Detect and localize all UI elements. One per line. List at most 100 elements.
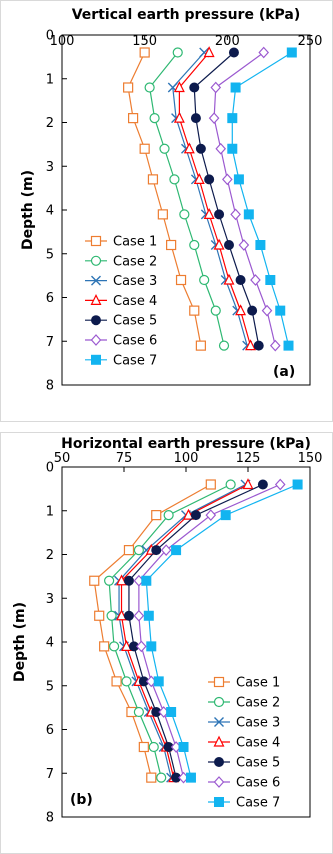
y-tick-label: 6 <box>46 291 54 306</box>
data-point <box>143 610 154 621</box>
legend-marker <box>214 757 224 767</box>
data-point <box>233 174 244 185</box>
data-point <box>195 340 206 351</box>
data-point <box>139 143 150 154</box>
series-case-7 <box>141 479 303 783</box>
series-line <box>127 52 202 346</box>
series-line <box>193 52 260 346</box>
data-point <box>189 239 200 251</box>
data-point <box>144 82 155 93</box>
data-point <box>108 641 120 652</box>
series-line <box>128 483 264 778</box>
data-point <box>257 479 268 490</box>
data-point <box>175 274 187 286</box>
legend-label: Case 3 <box>113 274 157 289</box>
data-point <box>141 575 152 586</box>
data-point <box>208 112 220 125</box>
y-tick-label: 8 <box>46 379 54 394</box>
data-point <box>149 113 160 124</box>
y-tick-label: 2 <box>46 548 54 563</box>
series-case-3 <box>114 479 251 783</box>
legend-label: Case 3 <box>236 716 280 731</box>
series-case-6 <box>208 46 281 352</box>
y-axis-label: Depth (m) <box>20 170 36 250</box>
data-point <box>258 46 270 59</box>
y-tick-label: 0 <box>46 29 54 44</box>
series-line <box>108 483 231 778</box>
data-point <box>223 240 234 250</box>
series-line <box>138 483 281 778</box>
data-point <box>133 706 144 718</box>
data-point <box>179 209 190 220</box>
x-tick-label: 200 <box>215 34 240 49</box>
data-point <box>156 772 167 783</box>
legend-label: Case 2 <box>113 254 157 269</box>
y-tick-label: 4 <box>46 204 54 219</box>
y-tick-label: 0 <box>46 461 54 476</box>
data-point <box>265 275 276 285</box>
x-tick-label: 150 <box>298 451 323 466</box>
y-tick-label: 1 <box>46 72 54 87</box>
data-point <box>292 479 303 490</box>
x-tick-label: 75 <box>116 451 133 466</box>
data-point <box>94 610 105 621</box>
data-point <box>127 113 139 124</box>
x-tick-label: 100 <box>174 451 199 466</box>
legend-label: Case 6 <box>113 334 157 349</box>
series-line <box>93 483 212 778</box>
chart-panel-horizontal-pressure: Horizontal earth pressure (kPa) 50 75 100 12… <box>0 432 333 854</box>
chart-panel-vertical-pressure: Vertical earth pressure (kPa) 100 150 200 25… <box>0 0 333 422</box>
data-point <box>138 741 149 753</box>
data-point <box>222 173 233 186</box>
data-point <box>230 208 241 221</box>
data-point <box>223 273 235 285</box>
plot-area <box>61 466 311 818</box>
y-tick-label: 3 <box>46 592 54 607</box>
data-point <box>210 305 221 316</box>
y-tick-label: 1 <box>46 504 54 519</box>
x-tick-label: 125 <box>236 451 261 466</box>
data-point <box>227 113 238 124</box>
legend-marker <box>91 275 101 286</box>
data-point <box>166 707 177 717</box>
data-point <box>133 609 145 622</box>
legend-marker <box>90 334 102 346</box>
y-axis-label: Depth (m) <box>12 602 28 682</box>
data-point <box>163 510 174 521</box>
data-point <box>183 508 194 520</box>
data-point <box>183 142 195 154</box>
data-point <box>274 478 286 491</box>
data-point <box>220 510 231 521</box>
data-point <box>111 676 122 687</box>
data-point <box>189 305 200 316</box>
legend-marker <box>213 776 225 788</box>
data-point <box>123 575 134 586</box>
series-line <box>118 483 246 778</box>
data-point <box>159 143 170 154</box>
chart-title: Vertical earth pressure (kPa) <box>72 7 301 23</box>
legend: Case 1 Case 2 Case 3 Case 4 Case 5 Case 6 Case… <box>208 676 280 811</box>
data-point <box>215 142 227 155</box>
data-point <box>228 47 239 58</box>
legend-marker <box>91 354 101 365</box>
data-point <box>235 304 247 316</box>
data-point <box>245 339 256 351</box>
series-line <box>178 52 252 346</box>
legend-label: Case 6 <box>236 776 280 791</box>
legend-marker <box>90 255 102 266</box>
y-tick-label: 5 <box>46 679 54 694</box>
data-point <box>133 545 144 556</box>
data-point <box>121 640 132 651</box>
data-point <box>213 238 225 250</box>
data-point <box>123 545 135 556</box>
vertical-pressure-chart: Vertical earth pressure (kPa)100 150 200 25… <box>0 0 333 422</box>
series-case-3 <box>167 47 253 351</box>
legend-marker <box>213 676 225 688</box>
data-point <box>227 143 238 154</box>
legend-label: Case 5 <box>236 756 280 771</box>
y-tick-label: 6 <box>46 723 54 738</box>
series-case-5 <box>189 47 264 351</box>
legend-label: Case 5 <box>113 314 157 329</box>
data-point <box>243 209 254 220</box>
data-point <box>210 81 222 94</box>
